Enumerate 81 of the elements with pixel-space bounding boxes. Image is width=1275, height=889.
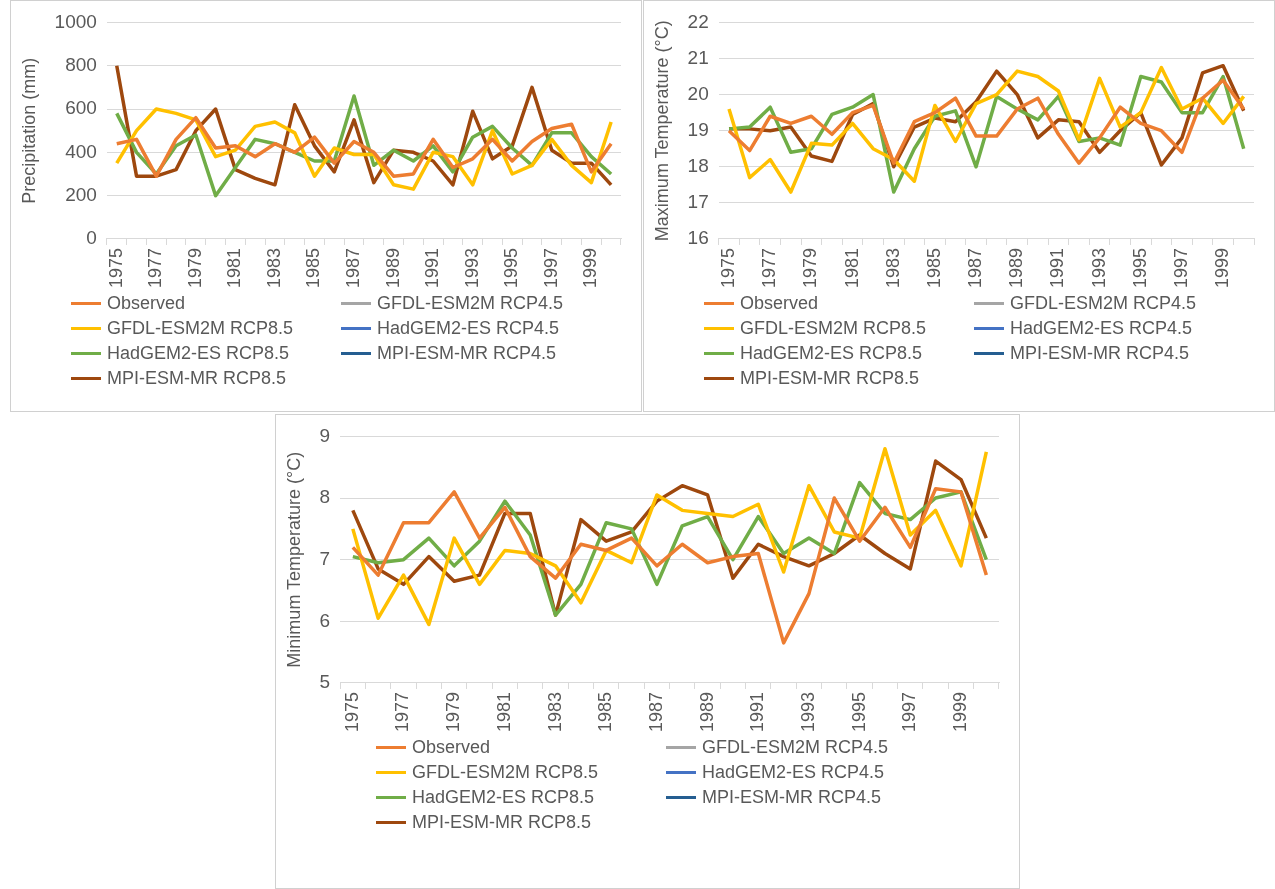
y-tick-label: 7: [319, 547, 331, 569]
y-tick-label: 6: [319, 609, 331, 631]
x-tick-label: 1993: [461, 247, 482, 288]
x-tick-label: 1999: [1212, 247, 1233, 288]
x-tick-label: 1977: [145, 247, 166, 288]
legend-label: GFDL-ESM2M RCP8.5: [740, 318, 927, 339]
y-tick-label: 18: [687, 155, 709, 177]
legend-label: GFDL-ESM2M RCP4.5: [702, 737, 889, 758]
y-tick-label: 400: [65, 140, 97, 162]
legend-label: HadGEM2-ES RCP8.5: [412, 787, 595, 808]
legend-label: HadGEM2-ES RCP4.5: [377, 318, 560, 339]
legend-label: Observed: [412, 737, 491, 758]
x-tick-label: 1985: [303, 247, 324, 288]
y-tick-label: 200: [65, 183, 97, 205]
x-tick-label: 1985: [923, 247, 944, 288]
legend-label: GFDL-ESM2M RCP8.5: [107, 318, 294, 339]
x-tick-label: 1989: [696, 691, 717, 732]
legend-label: MPI-ESM-MR RCP4.5: [702, 787, 882, 808]
x-tick-label: 1977: [759, 247, 780, 288]
y-tick-label: 8: [319, 486, 331, 508]
x-tick-label: 1977: [392, 691, 413, 732]
y-tick-label: 800: [65, 53, 97, 75]
x-tick-label: 1991: [1047, 247, 1068, 288]
x-tick-label: 1997: [1170, 247, 1191, 288]
y-axis-title: Precipitation (mm): [18, 57, 39, 204]
x-tick-label: 1995: [1129, 247, 1150, 288]
y-tick-label: 0: [86, 227, 97, 249]
x-tick-label: 1987: [343, 247, 364, 288]
x-tick-label: 1983: [544, 691, 565, 732]
legend-label: Observed: [740, 293, 819, 314]
x-tick-label: 1987: [645, 691, 666, 732]
y-tick-label: 17: [687, 191, 709, 213]
y-tick-label: 5: [319, 671, 331, 693]
x-tick-label: 1993: [797, 691, 818, 732]
x-tick-label: 1993: [1088, 247, 1109, 288]
x-tick-label: 1985: [595, 691, 616, 732]
legend-label: Observed: [107, 293, 186, 314]
x-tick-label: 1987: [965, 247, 986, 288]
legend-label: GFDL-ESM2M RCP8.5: [412, 762, 599, 783]
x-tick-label: 1975: [341, 691, 362, 732]
x-tick-label: 1989: [382, 247, 403, 288]
x-tick-label: 1989: [1006, 247, 1027, 288]
legend-label: HadGEM2-ES RCP8.5: [740, 343, 923, 364]
y-tick-label: 20: [687, 82, 709, 104]
legend-label: HadGEM2-ES RCP8.5: [107, 343, 290, 364]
y-axis-title: Maximum Temperature (°C): [651, 20, 672, 242]
legend-label: MPI-ESM-MR RCP4.5: [1010, 343, 1190, 364]
y-tick-label: 9: [319, 424, 331, 446]
y-tick-label: 19: [687, 118, 709, 140]
legend-label: GFDL-ESM2M RCP4.5: [377, 293, 564, 314]
legend-label: MPI-ESM-MR RCP8.5: [740, 368, 920, 389]
x-tick-label: 1975: [105, 247, 126, 288]
x-tick-label: 1991: [747, 691, 768, 732]
x-tick-label: 1979: [443, 691, 464, 732]
y-tick-label: 16: [687, 227, 709, 249]
legend-label: MPI-ESM-MR RCP8.5: [107, 368, 287, 389]
x-tick-label: 1997: [899, 691, 920, 732]
x-tick-label: 1995: [501, 247, 522, 288]
x-tick-label: 1981: [493, 691, 514, 732]
x-tick-label: 1997: [540, 247, 561, 288]
x-tick-label: 1995: [848, 691, 869, 732]
legend-label: HadGEM2-ES RCP4.5: [702, 762, 885, 783]
x-tick-label: 1983: [263, 247, 284, 288]
x-tick-label: 1991: [422, 247, 443, 288]
x-tick-label: 1981: [224, 247, 245, 288]
x-tick-label: 1981: [841, 247, 862, 288]
y-tick-label: 1000: [54, 10, 97, 32]
x-tick-label: 1975: [718, 247, 738, 288]
x-tick-label: 1999: [949, 691, 970, 732]
y-axis-title: Minimum Temperature (°C): [283, 451, 304, 668]
x-tick-label: 1979: [184, 247, 205, 288]
y-tick-label: 22: [687, 10, 709, 32]
legend-label: MPI-ESM-MR RCP4.5: [377, 343, 557, 364]
x-tick-label: 1999: [580, 247, 601, 288]
y-tick-label: 21: [687, 46, 709, 68]
legend-label: GFDL-ESM2M RCP4.5: [1010, 293, 1197, 314]
legend-label: MPI-ESM-MR RCP8.5: [412, 812, 592, 833]
x-tick-label: 1983: [882, 247, 903, 288]
x-tick-label: 1979: [800, 247, 821, 288]
y-tick-label: 600: [65, 97, 97, 119]
legend-label: HadGEM2-ES RCP4.5: [1010, 318, 1193, 339]
